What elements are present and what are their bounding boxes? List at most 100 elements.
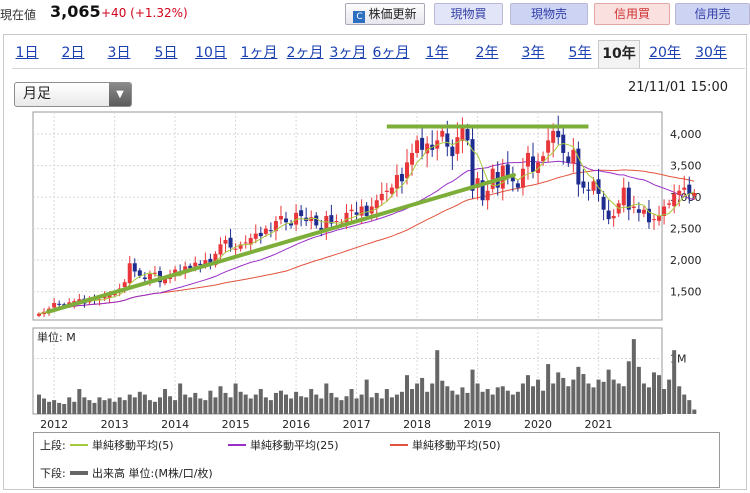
- candle-body: [344, 212, 349, 223]
- volume-bar: [460, 387, 465, 414]
- tab-0[interactable]: 1日: [15, 45, 39, 61]
- volume-bar: [178, 383, 183, 414]
- sell-margin-button[interactable]: 信用売: [675, 3, 750, 25]
- candle-body: [122, 282, 127, 288]
- volume-bar: [561, 377, 566, 414]
- volume-bar: [87, 400, 92, 414]
- xtick-label: 2013: [101, 418, 129, 431]
- xtick-label: 2016: [282, 418, 310, 431]
- candle-body: [682, 187, 687, 190]
- volume-bar: [525, 375, 530, 414]
- tab-8[interactable]: 6ヶ月: [372, 45, 410, 61]
- tab-10[interactable]: 2年: [475, 45, 499, 61]
- volume-bar: [299, 396, 304, 414]
- candle-body: [203, 260, 208, 266]
- candle-body: [515, 183, 520, 188]
- candle-period-select[interactable]: 月足 ▼: [14, 82, 132, 107]
- candle-body: [218, 244, 223, 255]
- buy-spot-button[interactable]: 現物買: [434, 3, 503, 25]
- volume-bar: [404, 375, 409, 414]
- volume-swatch: [70, 471, 88, 475]
- candle-body: [525, 152, 530, 167]
- candle-body: [132, 263, 137, 272]
- tab-4[interactable]: 10日: [195, 45, 227, 61]
- candle-body: [62, 304, 67, 306]
- candle-body: [692, 192, 697, 196]
- candle-body: [677, 190, 682, 195]
- tab-7[interactable]: 3ヶ月: [329, 45, 367, 61]
- volume-bar: [596, 379, 601, 414]
- volume-bar: [500, 386, 505, 414]
- tab-12[interactable]: 5年: [568, 45, 592, 61]
- candle-body: [425, 143, 430, 154]
- sma50-swatch: [390, 444, 408, 446]
- candle-body: [551, 130, 556, 143]
- volume-bar: [344, 396, 349, 414]
- tab-6[interactable]: 2ヶ月: [286, 45, 324, 61]
- refresh-price-button[interactable]: C 株価更新: [345, 3, 425, 25]
- volume-bar: [92, 402, 97, 414]
- volume-bar: [208, 390, 213, 414]
- tab-11[interactable]: 3年: [521, 45, 545, 61]
- chart-legend: 上段: 単純移動平均(5) 単純移動平均(25) 単純移動平均(50) 下段: …: [33, 432, 720, 488]
- candle-body: [410, 152, 415, 165]
- volume-bar: [67, 397, 72, 414]
- tab-1[interactable]: 2日: [61, 45, 85, 61]
- volume-bar: [132, 397, 137, 414]
- volume-bar: [576, 366, 581, 414]
- candle-body: [576, 148, 581, 185]
- volume-bar: [415, 383, 420, 414]
- volume-bar: [485, 389, 490, 414]
- volume-bar: [531, 386, 536, 414]
- sma5-swatch: [70, 444, 88, 446]
- volume-bar: [394, 394, 399, 414]
- volume-bar: [248, 398, 253, 414]
- legend-upper-label: 上段:: [40, 439, 66, 452]
- tab-14[interactable]: 20年: [649, 45, 681, 61]
- tab-2[interactable]: 3日: [107, 45, 131, 61]
- candle-body: [465, 129, 470, 141]
- volume-bar: [657, 375, 662, 414]
- candle-body: [198, 263, 203, 266]
- tab-5[interactable]: 1ヶ月: [240, 45, 278, 61]
- candle-body: [520, 168, 525, 188]
- volume-bar: [601, 381, 606, 414]
- candle-body: [107, 294, 112, 299]
- volume-bar: [273, 392, 278, 414]
- candle-body: [641, 209, 646, 214]
- volume-bar: [425, 391, 430, 414]
- buy-margin-button[interactable]: 信用買: [594, 3, 670, 25]
- volume-bar: [294, 391, 299, 414]
- candle-body: [273, 221, 278, 232]
- refresh-price-label: 株価更新: [368, 7, 417, 21]
- tab-3[interactable]: 5日: [154, 45, 178, 61]
- tab-9[interactable]: 1年: [425, 45, 449, 61]
- volume-bar: [435, 350, 440, 414]
- volume-bar: [163, 389, 168, 414]
- legend-lower-label: 下段:: [40, 467, 66, 480]
- candle-body: [173, 269, 178, 275]
- candle-body: [556, 130, 561, 138]
- volume-bar: [430, 383, 435, 414]
- candle-body: [268, 230, 273, 232]
- xtick-label: 2015: [222, 418, 250, 431]
- sell-spot-button[interactable]: 現物売: [510, 3, 588, 25]
- xtick-label: 2017: [343, 418, 371, 431]
- candle-body: [329, 215, 334, 224]
- candle-body: [480, 180, 485, 201]
- candle-body: [374, 200, 379, 209]
- volume-bar: [621, 386, 626, 414]
- volume-bar: [127, 394, 132, 414]
- volume-bar: [616, 383, 621, 414]
- volume-bar: [440, 380, 445, 414]
- volume-bar: [566, 386, 571, 414]
- candle-body: [611, 216, 616, 219]
- candle-body: [127, 263, 132, 284]
- tab-15[interactable]: 30年: [695, 45, 727, 61]
- price-change: +40 (+1.32%): [101, 6, 188, 20]
- volume-bar: [450, 390, 455, 414]
- volume-bar: [42, 398, 47, 414]
- legend-sma25: 単純移動平均(25): [228, 439, 339, 453]
- tab-13[interactable]: 10年: [598, 40, 640, 68]
- candle-body: [541, 156, 546, 162]
